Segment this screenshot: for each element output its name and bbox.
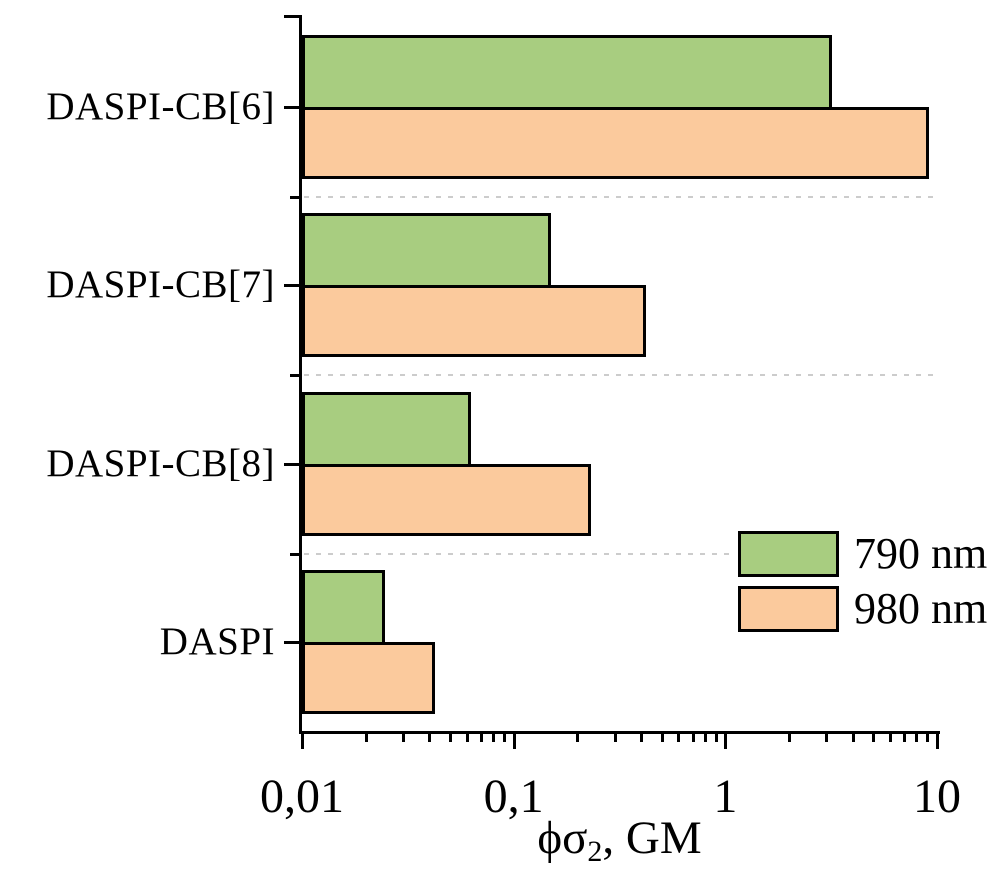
x-axis-minor-tick (660, 734, 664, 742)
category-label: DASPI-CB[6] (46, 85, 275, 128)
bar-980nm-daspi-cb-8 (302, 464, 591, 536)
y-axis-major-tick (284, 463, 299, 466)
x-axis-minor-tick (691, 734, 695, 742)
x-axis-major-tick (512, 734, 516, 749)
x-axis-minor-tick (428, 734, 432, 742)
bar-790nm-daspi-cb-6 (302, 35, 832, 107)
bar-790nm-daspi-cb-8 (302, 392, 471, 464)
x-axis-minor-tick (479, 734, 483, 742)
bar-790nm-daspi (302, 570, 385, 642)
bar-980nm-daspi-cb-7 (302, 285, 646, 357)
x-axis-minor-tick (788, 734, 792, 742)
y-axis-major-tick (284, 15, 299, 18)
x-axis-title-post: , GM (602, 812, 702, 864)
bar-790nm-daspi-cb-7 (302, 213, 551, 285)
x-axis-major-tick (936, 734, 939, 749)
x-axis-minor-tick (492, 734, 496, 742)
y-axis-minor-tick (290, 553, 299, 556)
bar-980nm-daspi-cb-6 (302, 107, 929, 179)
bar-980nm-daspi (302, 642, 435, 714)
y-axis-major-tick (284, 106, 299, 109)
x-axis-tick-label: 10 (913, 770, 961, 823)
x-axis-line (299, 731, 940, 734)
x-axis-minor-tick (714, 734, 718, 742)
legend-label-790nm: 790 nm (854, 529, 988, 578)
x-axis-minor-tick (640, 734, 644, 742)
group-separator-gridline (304, 374, 935, 376)
x-axis-title-sub: 2 (587, 835, 603, 869)
y-axis-minor-tick (290, 374, 299, 377)
x-axis-minor-tick (677, 734, 681, 742)
y-axis-minor-tick (290, 196, 299, 199)
x-axis-minor-tick (825, 734, 829, 742)
x-axis-major-tick (724, 734, 728, 749)
x-axis-tick-label: 0,01 (260, 770, 344, 823)
x-axis-tick-label: 0,1 (483, 770, 544, 823)
x-axis-minor-tick (903, 734, 907, 742)
legend-swatch-790nm (738, 531, 839, 577)
legend-swatch-980nm (738, 586, 839, 632)
y-axis-line (299, 15, 302, 734)
plot-area: ϕσ2, GM DASPI-CB[6] DASPI-CB[7] DASPI-CB[8… (46, 15, 961, 868)
x-axis-minor-tick (613, 734, 617, 742)
x-axis-title: ϕσ2, GM (302, 812, 937, 869)
group-separator-gridline (304, 196, 935, 198)
category-label: DASPI-CB[8] (46, 442, 275, 485)
x-axis-minor-tick (465, 734, 469, 742)
x-axis-minor-tick (926, 734, 930, 742)
x-axis-minor-tick (851, 734, 855, 742)
x-axis-minor-tick (703, 734, 707, 742)
x-axis-tick-label: 1 (713, 770, 738, 823)
x-axis-major-tick (301, 734, 304, 749)
x-axis-minor-tick (364, 734, 368, 742)
category-label: DASPI (159, 620, 275, 663)
x-axis-minor-tick (576, 734, 580, 742)
x-axis-title-pre: ϕσ (537, 812, 588, 864)
x-axis-minor-tick (889, 734, 893, 742)
x-axis-minor-tick (401, 734, 405, 742)
group-separator-gridline (304, 553, 935, 555)
legend-row-980nm: 980 nm (738, 586, 987, 632)
category-label: DASPI-CB[7] (46, 263, 275, 306)
legend-row-790nm: 790 nm (738, 531, 987, 577)
x-axis-minor-tick (448, 734, 452, 742)
y-axis-major-tick (284, 284, 299, 287)
x-axis-minor-tick (872, 734, 876, 742)
x-axis-minor-tick (915, 734, 919, 742)
y-axis-major-tick (284, 641, 299, 644)
x-axis-minor-tick (502, 734, 506, 742)
legend: 790 nm 980 nm (736, 529, 992, 634)
legend-label-980nm: 980 nm (854, 584, 988, 633)
